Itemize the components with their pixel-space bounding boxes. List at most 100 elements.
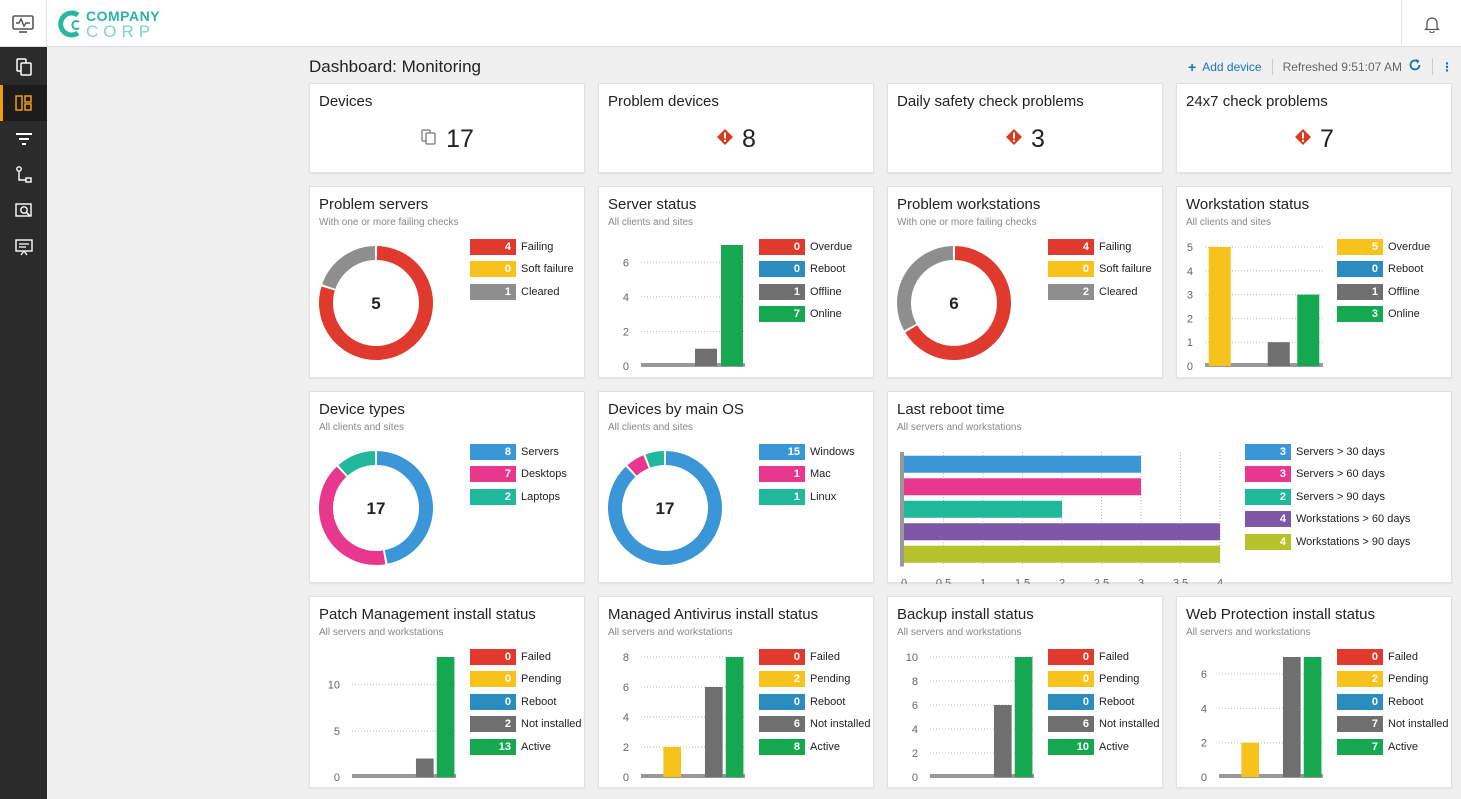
monitor-icon[interactable]	[0, 0, 47, 47]
legend-item-offline[interactable]: 1 Offline	[759, 283, 852, 301]
legend-item-reboot[interactable]: 0 Reboot	[1337, 693, 1449, 711]
bar-pending[interactable]	[663, 747, 682, 777]
legend-item-workstations-60-days[interactable]: 4 Workstations > 60 days	[1245, 510, 1410, 528]
legend-item-desktops[interactable]: 7 Desktops	[470, 465, 567, 483]
bar-offline[interactable]	[695, 348, 717, 366]
company-logo[interactable]: COMPANY CORP	[58, 7, 160, 41]
card-24x7-check[interactable]: 24x7 check problems 7	[1176, 83, 1452, 173]
legend-item-cleared[interactable]: 1 Cleared	[470, 283, 574, 301]
bar-servers-90-days[interactable]	[904, 500, 1062, 518]
bar-workstations-90-days[interactable]	[904, 545, 1220, 563]
legend-item-servers[interactable]: 8 Servers	[470, 443, 567, 461]
card-patch-management[interactable]: Patch Management install status All serv…	[309, 596, 585, 788]
legend-item-pending[interactable]: 0 Pending	[470, 670, 582, 688]
donut-slice-cleared[interactable]	[897, 246, 954, 331]
legend-item-mac[interactable]: 1 Mac	[759, 465, 855, 483]
legend-item-active[interactable]: 13 Active	[470, 738, 582, 756]
legend-item-soft-failure[interactable]: 0 Soft failure	[470, 260, 574, 278]
card-web-protection[interactable]: Web Protection install status All server…	[1176, 596, 1452, 788]
card-workstation-status[interactable]: Workstation status All clients and sites…	[1176, 186, 1452, 378]
card-backup[interactable]: Backup install status All servers and wo…	[887, 596, 1163, 788]
legend-item-not-installed[interactable]: 6 Not installed	[759, 715, 871, 733]
legend-item-linux[interactable]: 1 Linux	[759, 488, 855, 506]
legend-item-not-installed[interactable]: 7 Not installed	[1337, 715, 1449, 733]
bar-overdue[interactable]	[1208, 247, 1231, 366]
donut-slice-laptops[interactable]	[338, 451, 376, 476]
legend-item-servers-90-days[interactable]: 2 Servers > 90 days	[1245, 488, 1410, 506]
sidebar-search-icon[interactable]	[0, 193, 47, 229]
bar-online[interactable]	[1297, 294, 1320, 366]
donut-slice-linux[interactable]	[645, 451, 665, 468]
legend-item-windows[interactable]: 15 Windows	[759, 443, 855, 461]
legend-item-soft-failure[interactable]: 0 Soft failure	[1048, 260, 1152, 278]
legend-item-failed[interactable]: 0 Failed	[470, 648, 582, 666]
sidebar-workflow-icon[interactable]	[0, 157, 47, 193]
legend-item-servers-60-days[interactable]: 3 Servers > 60 days	[1245, 465, 1410, 483]
donut-slice-desktops[interactable]	[319, 466, 386, 565]
legend-item-online[interactable]: 7 Online	[759, 305, 852, 323]
card-last-reboot-time[interactable]: Last reboot time All servers and worksta…	[887, 391, 1452, 584]
legend-item-online[interactable]: 3 Online	[1337, 305, 1430, 323]
legend-item-workstations-90-days[interactable]: 4 Workstations > 90 days	[1245, 533, 1410, 551]
bar-not-installed[interactable]	[415, 758, 434, 777]
sidebar-filter-icon[interactable]	[0, 121, 47, 157]
bar-active[interactable]	[725, 657, 744, 777]
refresh-icon[interactable]	[1408, 58, 1422, 75]
legend-item-reboot[interactable]: 0 Reboot	[759, 693, 871, 711]
legend-item-overdue[interactable]: 5 Overdue	[1337, 238, 1430, 256]
bar-online[interactable]	[721, 245, 743, 366]
legend-item-laptops[interactable]: 2 Laptops	[470, 488, 567, 506]
legend-item-not-installed[interactable]: 6 Not installed	[1048, 715, 1160, 733]
more-options-icon[interactable]: ⋮	[1441, 59, 1453, 74]
card-server-status[interactable]: Server status All clients and sites 0 2 4 6…	[598, 186, 874, 378]
donut-slice-mac[interactable]	[627, 455, 649, 476]
legend-item-reboot[interactable]: 0 Reboot	[1337, 260, 1430, 278]
sidebar-devices-icon[interactable]	[0, 49, 47, 85]
bar-pending[interactable]	[1241, 742, 1260, 777]
card-devices[interactable]: Devices 17	[309, 83, 585, 173]
legend-item-reboot[interactable]: 0 Reboot	[1048, 693, 1160, 711]
card-daily-safety-check[interactable]: Daily safety check problems 3	[887, 83, 1163, 173]
bar-not-installed[interactable]	[704, 687, 723, 777]
legend-item-failed[interactable]: 0 Failed	[1048, 648, 1160, 666]
donut-slice-failing[interactable]	[319, 246, 433, 360]
bar-not-installed[interactable]	[1282, 657, 1301, 777]
legend-item-active[interactable]: 8 Active	[759, 738, 871, 756]
card-problem-workstations[interactable]: Problem workstations With one or more fa…	[887, 186, 1163, 378]
legend-item-active[interactable]: 7 Active	[1337, 738, 1449, 756]
bar-active[interactable]	[436, 657, 455, 777]
legend-item-failing[interactable]: 4 Failing	[470, 238, 574, 256]
add-device-button[interactable]: + Add device	[1188, 58, 1273, 75]
legend-item-failed[interactable]: 0 Failed	[1337, 648, 1449, 666]
card-devices-by-os[interactable]: Devices by main OS All clients and sites…	[598, 391, 874, 583]
card-managed-antivirus[interactable]: Managed Antivirus install status All ser…	[598, 596, 874, 788]
legend-item-servers-30-days[interactable]: 3 Servers > 30 days	[1245, 443, 1410, 461]
legend-item-offline[interactable]: 1 Offline	[1337, 283, 1430, 301]
legend-item-cleared[interactable]: 2 Cleared	[1048, 283, 1152, 301]
legend-item-pending[interactable]: 2 Pending	[1337, 670, 1449, 688]
bar-servers-30-days[interactable]	[904, 455, 1141, 473]
legend-item-pending[interactable]: 0 Pending	[1048, 670, 1160, 688]
card-problem-servers[interactable]: Problem servers With one or more failing…	[309, 186, 585, 378]
bar-servers-60-days[interactable]	[904, 478, 1141, 496]
donut-slice-failing[interactable]	[905, 246, 1011, 360]
bar-not-installed[interactable]	[993, 705, 1012, 777]
legend-item-overdue[interactable]: 0 Overdue	[759, 238, 852, 256]
legend-item-failed[interactable]: 0 Failed	[759, 648, 871, 666]
legend-item-not-installed[interactable]: 2 Not installed	[470, 715, 582, 733]
bar-offline[interactable]	[1267, 342, 1290, 366]
legend-item-active[interactable]: 10 Active	[1048, 738, 1160, 756]
bar-active[interactable]	[1014, 657, 1033, 777]
sidebar-dashboard-icon[interactable]	[0, 85, 47, 121]
donut-slice-servers[interactable]	[376, 451, 433, 564]
legend-item-reboot[interactable]: 0 Reboot	[759, 260, 852, 278]
notifications-bell-icon[interactable]	[1401, 0, 1461, 47]
donut-slice-cleared[interactable]	[322, 246, 376, 290]
donut-slice-windows[interactable]	[608, 451, 722, 565]
legend-item-failing[interactable]: 4 Failing	[1048, 238, 1152, 256]
bar-workstations-60-days[interactable]	[904, 523, 1220, 541]
bar-active[interactable]	[1303, 657, 1322, 777]
legend-item-reboot[interactable]: 0 Reboot	[470, 693, 582, 711]
legend-item-pending[interactable]: 2 Pending	[759, 670, 871, 688]
